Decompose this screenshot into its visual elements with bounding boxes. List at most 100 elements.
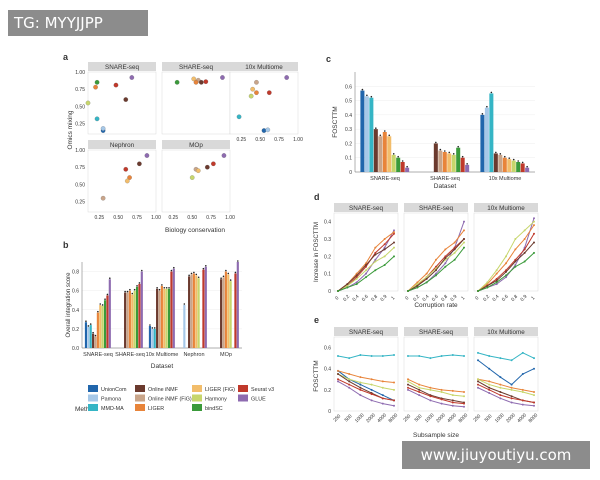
b-bar-point [133, 288, 136, 291]
x-tick-label: SHARE-seq [115, 352, 145, 358]
d-series-point [523, 251, 526, 254]
facet-strip [88, 62, 156, 71]
e-series-point [463, 355, 465, 358]
b-bar [108, 279, 111, 348]
b-bar [151, 328, 154, 348]
e-series-point [521, 403, 524, 406]
b-bar-point [165, 286, 168, 289]
y-tick-label: 0.0 [72, 346, 79, 352]
c-bar [511, 160, 516, 172]
scatter-point [254, 90, 259, 95]
plot-area [229, 71, 299, 135]
c-bar [460, 157, 465, 172]
c-bar-point [439, 148, 442, 151]
e-series-point [533, 390, 535, 393]
b-bar [188, 276, 191, 348]
scatter-point [236, 114, 242, 120]
c-bar-point [435, 141, 437, 144]
d-series-point [393, 246, 395, 249]
d-series-point [463, 229, 465, 232]
d-series-point [514, 260, 517, 263]
e-series-point [348, 386, 351, 389]
c-bar [489, 93, 494, 172]
scatter-point [203, 79, 209, 84]
e-series-point [407, 355, 409, 358]
y-tick-label: 0 [328, 289, 331, 295]
b-bar [138, 283, 141, 348]
b-bar-point [85, 320, 87, 323]
e-series-point [463, 405, 465, 408]
legend-swatch [238, 394, 248, 402]
c-bar-point [503, 155, 506, 158]
d-series-point [383, 248, 386, 251]
b-bar-point [153, 327, 156, 329]
x-tick-label: 0 [404, 295, 410, 301]
c-bar [405, 167, 410, 172]
e-series-line [337, 373, 395, 391]
e-series-point [393, 381, 395, 384]
b-bar-point [156, 286, 158, 289]
x-axis-label: Corruption rate [414, 302, 458, 309]
c-bar-point [486, 105, 488, 108]
b-bar [222, 277, 225, 348]
scatter-point [123, 97, 129, 102]
d-series-point [463, 220, 465, 223]
c-bar [525, 167, 530, 172]
x-tick-label: 4000 [376, 412, 388, 424]
b-bar-point [202, 267, 205, 270]
e-series-line [407, 384, 465, 404]
b-bar-point [99, 303, 102, 305]
d-series-point [425, 281, 428, 284]
e-series-point [393, 353, 395, 356]
d-series-point [495, 283, 498, 286]
facet-strip-label: SHARE-seq [179, 64, 213, 71]
e-series-point [477, 351, 479, 354]
e-series-point [510, 397, 513, 400]
legend-label: Pamona [101, 397, 121, 403]
c-bar [447, 153, 452, 172]
legend-label: GLUE [251, 397, 266, 403]
y-tick-label: 1.00 [75, 148, 85, 154]
scatter-point [254, 80, 259, 85]
d-series-point [523, 229, 526, 232]
b-bar [224, 271, 227, 348]
e-series-point [463, 395, 465, 398]
d-series-point [523, 238, 526, 240]
d-series-point [425, 277, 428, 280]
y-tick-label: 0.2 [324, 388, 331, 394]
b-bar-point [106, 293, 109, 296]
legend-label: Seurat v3 [251, 387, 274, 393]
c-bar-point [452, 153, 455, 155]
facet-strip [334, 203, 398, 212]
b-bar [148, 326, 152, 348]
b-bar [133, 290, 136, 348]
y-tick-label: 0.75 [75, 87, 85, 93]
c-bar [382, 132, 387, 172]
facet-strip-label: MOp [189, 142, 203, 149]
e-series-point [499, 376, 502, 379]
y-tick-label: 0.2 [324, 254, 331, 260]
x-tick-label: SHARE-seq [430, 176, 460, 182]
c-bar-point [379, 134, 382, 137]
e-series-point [381, 355, 384, 358]
e-series-point [337, 369, 339, 372]
x-tick-label: 2000 [505, 412, 517, 424]
e-series-point [521, 388, 524, 391]
e-series-line [337, 380, 395, 407]
x-tick-label: 250 [332, 413, 342, 423]
d-series-point [346, 286, 349, 289]
e-series-point [463, 402, 465, 405]
d-series-point [365, 272, 367, 275]
b-bar [220, 279, 223, 348]
x-tick-label: 0.6 [501, 294, 510, 303]
e-series-point [533, 357, 535, 360]
c-bar-point [392, 153, 395, 155]
facet-strip-label: SNARE-seq [349, 205, 383, 212]
e-series-point [381, 386, 384, 389]
scatter-point [189, 175, 195, 180]
x-tick-label: SNARE-seq [83, 352, 113, 358]
b-bar [163, 288, 166, 348]
e-series-point [407, 383, 409, 386]
x-tick-label: 500 [344, 413, 354, 423]
e-series-line [337, 378, 395, 401]
